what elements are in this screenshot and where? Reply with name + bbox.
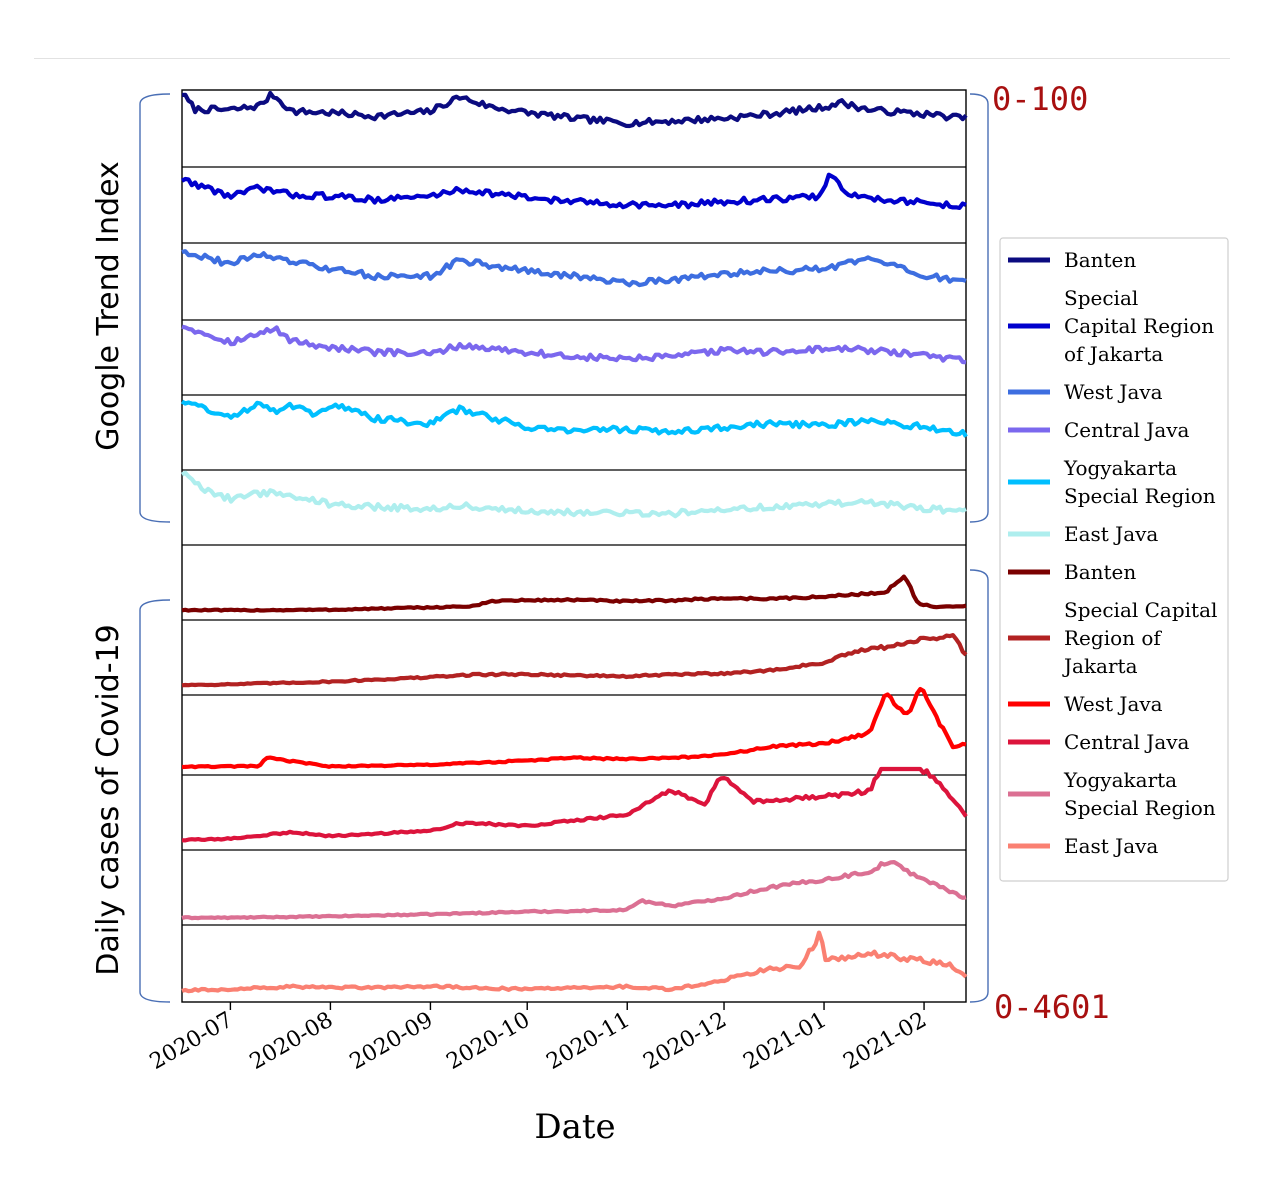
series-line xyxy=(180,470,967,519)
legend-label: Banten xyxy=(1064,248,1136,272)
series-line xyxy=(181,930,968,994)
series-line xyxy=(181,172,967,210)
x-tick-label: 2021-01 xyxy=(739,1008,831,1075)
series-line xyxy=(181,766,968,843)
right-bracket-cases xyxy=(969,569,989,1003)
range-label-trend: 0-100 xyxy=(992,80,1088,118)
x-tick-label: 2020-08 xyxy=(246,1008,338,1075)
legend-label: Central Java xyxy=(1064,730,1190,754)
x-axis-label: Date xyxy=(534,1107,615,1147)
series-line xyxy=(180,399,968,438)
series-line xyxy=(181,633,968,688)
x-tick-label: 2020-12 xyxy=(639,1008,731,1075)
series-line xyxy=(181,860,967,921)
left-bracket-trend xyxy=(139,93,171,523)
x-tick-label: 2020-09 xyxy=(346,1008,438,1075)
x-tick-label: 2021-02 xyxy=(839,1008,931,1075)
series-line xyxy=(181,249,967,288)
x-axis: 2020-07 2020-08 2020-09 2020-10 2020-11 2020-… xyxy=(146,1002,931,1075)
plot-frame xyxy=(181,89,967,1003)
right-bracket-trend xyxy=(969,93,989,523)
legend: Banten Special Capital Region of Jakarta Wes… xyxy=(999,237,1229,882)
series-line xyxy=(181,324,967,365)
legend-label: Yogyakarta Special Region xyxy=(1063,456,1216,508)
legend-label: East Java xyxy=(1064,834,1158,858)
panel-dividers xyxy=(182,166,966,926)
x-tick-label: 2020-11 xyxy=(543,1008,635,1075)
group-label-trend: Google Trend Index xyxy=(91,161,126,451)
legend-label: Special Capital Region of Jakarta xyxy=(1062,598,1217,678)
x-tick-label: 2020-07 xyxy=(146,1008,238,1075)
series-line xyxy=(181,90,968,129)
x-tick-label: 2020-10 xyxy=(443,1008,535,1075)
series-line xyxy=(181,574,967,613)
series-line xyxy=(181,686,967,770)
legend-label: Banten xyxy=(1064,560,1136,584)
legend-label: East Java xyxy=(1064,522,1158,546)
range-label-cases: 0-4601 xyxy=(994,988,1110,1026)
legend-label: Special Capital Region of Jakarta xyxy=(1064,286,1214,366)
left-bracket-cases xyxy=(139,599,171,1003)
series-layer xyxy=(180,90,968,994)
legend-box xyxy=(999,237,1229,882)
group-label-cases: Daily cases of Covid-19 xyxy=(91,624,126,975)
legend-label: West Java xyxy=(1064,692,1163,716)
top-divider xyxy=(34,58,1230,59)
legend-label: Central Java xyxy=(1064,418,1190,442)
legend-label: West Java xyxy=(1064,380,1163,404)
legend-label: Yogyakarta Special Region xyxy=(1063,768,1216,820)
